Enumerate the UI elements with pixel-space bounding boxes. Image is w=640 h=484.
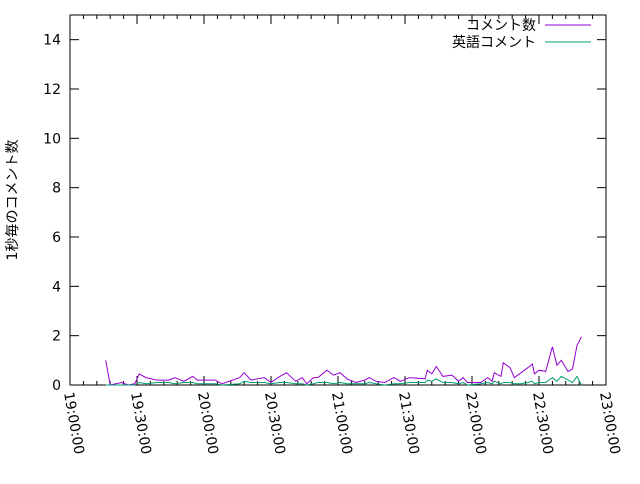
y-tick-label: 10 — [43, 131, 61, 147]
axis-ticks: 0 2 4 6 8 10 12 14 19:00:00 19:30:00 20:00:00 20:30… — [43, 15, 623, 456]
y-axis-label: 1秒毎のコメント数 — [5, 140, 21, 261]
x-tick-label: 22:30:00 — [529, 391, 556, 456]
x-tick-label: 21:00:00 — [328, 391, 355, 456]
legend: コメント数 英語コメント — [452, 18, 591, 51]
x-tick-label: 20:30:00 — [261, 391, 288, 456]
x-tick-label: 19:30:00 — [127, 391, 154, 456]
x-tick-label: 20:00:00 — [194, 391, 221, 456]
y-tick-label: 14 — [43, 33, 61, 49]
y-tick-label: 6 — [52, 230, 61, 246]
x-tick-label: 23:00:00 — [596, 391, 623, 456]
y-tick-label: 2 — [52, 329, 61, 345]
y-tick-label: 8 — [52, 181, 61, 197]
x-tick-label: 21:30:00 — [395, 391, 422, 456]
y-tick-label: 12 — [43, 82, 61, 98]
plot-frame — [69, 14, 607, 386]
legend-label-0: コメント数 — [466, 18, 536, 34]
x-tick-label: 19:00:00 — [60, 391, 87, 456]
x-tick-label: 22:00:00 — [462, 391, 489, 456]
y-tick-label: 4 — [52, 279, 61, 295]
series-line-1 — [105, 375, 582, 386]
series-line-0 — [105, 336, 582, 386]
y-tick-label: 0 — [52, 378, 61, 394]
series-lines — [105, 336, 582, 386]
legend-label-1: 英語コメント — [452, 34, 536, 51]
